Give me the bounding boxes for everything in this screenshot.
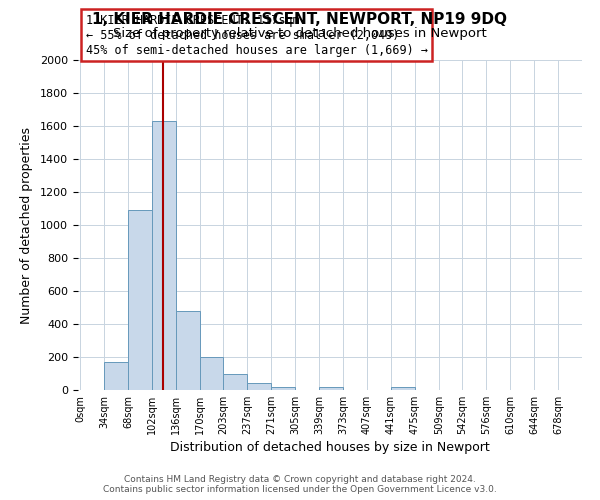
Text: Contains HM Land Registry data © Crown copyright and database right 2024.: Contains HM Land Registry data © Crown c… — [124, 475, 476, 484]
Y-axis label: Number of detached properties: Number of detached properties — [20, 126, 33, 324]
Text: 1 KIER HARDIE CRESCENT: 117sqm
← 55% of detached houses are smaller (2,049)
45% : 1 KIER HARDIE CRESCENT: 117sqm ← 55% of … — [86, 14, 428, 56]
Text: Contains public sector information licensed under the Open Government Licence v3: Contains public sector information licen… — [103, 485, 497, 494]
Text: 1, KIER HARDIE CRESCENT, NEWPORT, NP19 9DQ: 1, KIER HARDIE CRESCENT, NEWPORT, NP19 9… — [92, 12, 508, 28]
Text: Size of property relative to detached houses in Newport: Size of property relative to detached ho… — [113, 28, 487, 40]
Bar — [176, 311, 200, 390]
Bar — [223, 374, 247, 390]
Bar — [200, 357, 223, 390]
Bar — [391, 386, 415, 390]
X-axis label: Distribution of detached houses by size in Newport: Distribution of detached houses by size … — [170, 441, 490, 454]
Bar — [319, 386, 343, 390]
Bar — [104, 362, 128, 390]
Bar — [271, 386, 295, 390]
Bar — [152, 121, 176, 390]
Bar — [128, 210, 152, 390]
Bar — [247, 384, 271, 390]
